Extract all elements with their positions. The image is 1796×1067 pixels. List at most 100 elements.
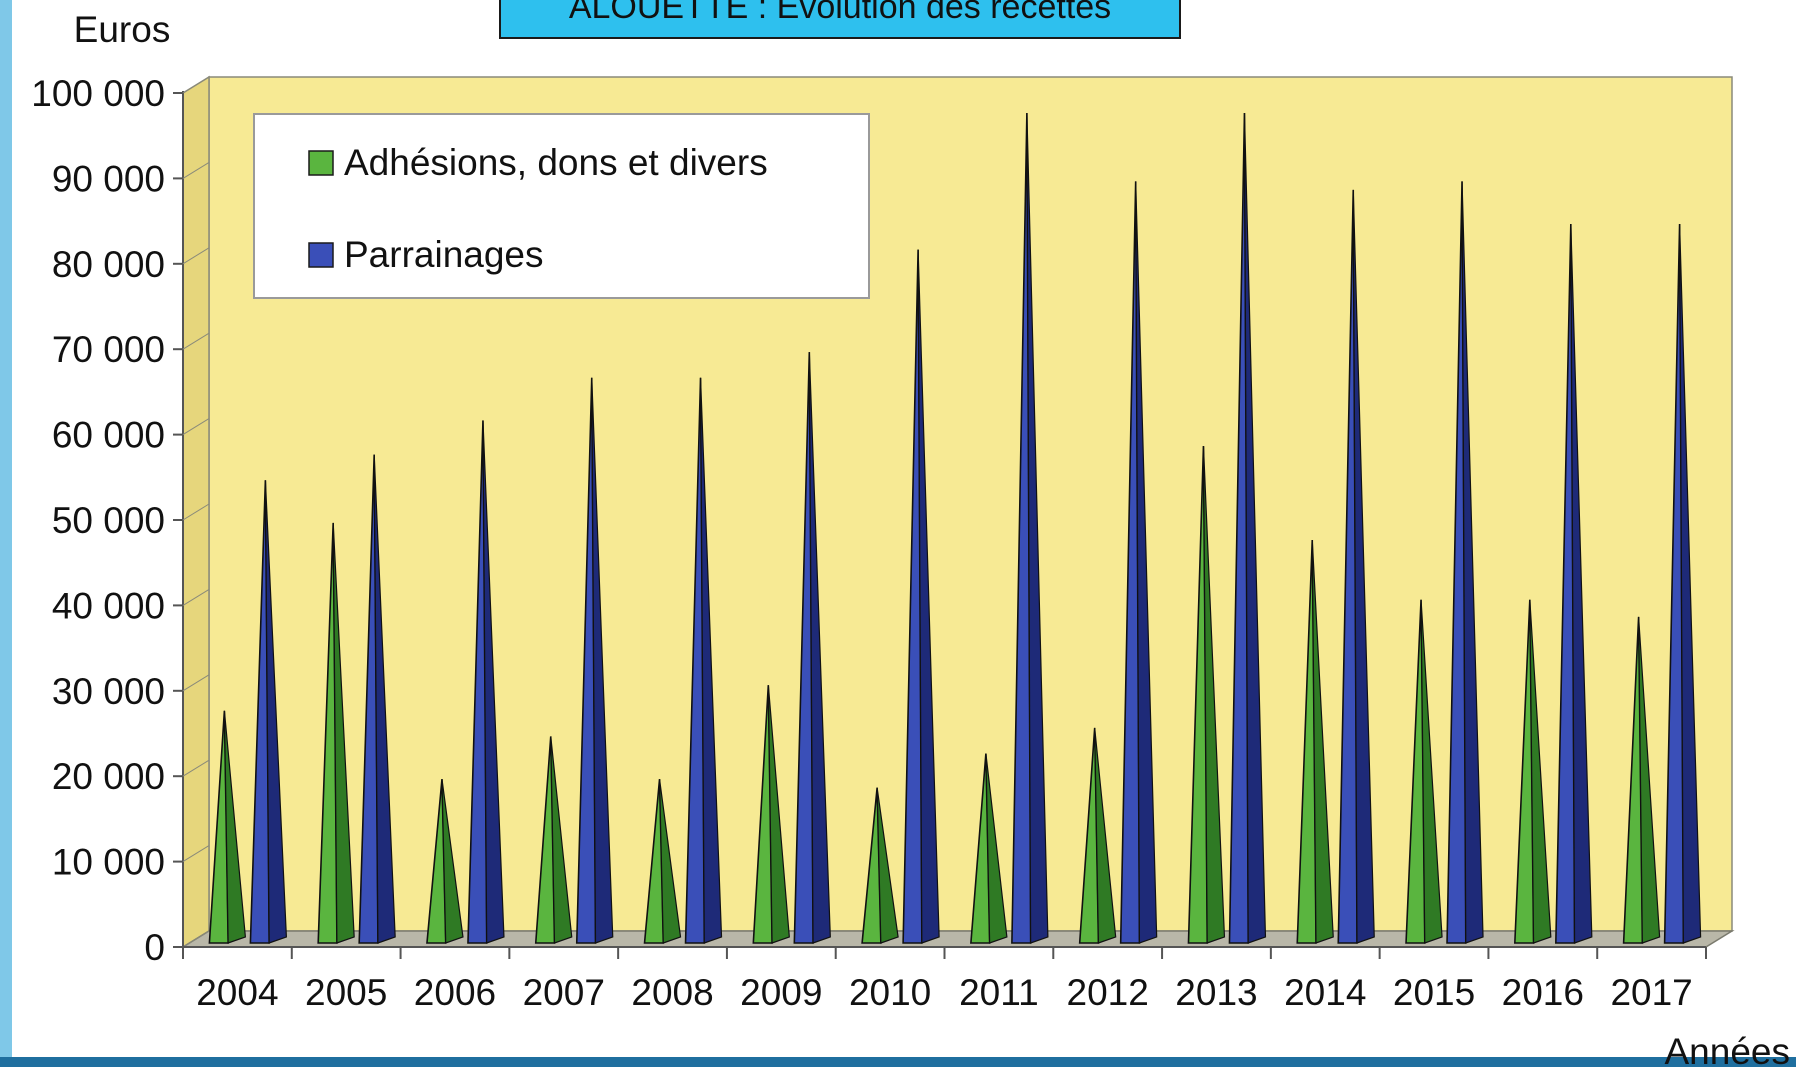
y-tick-label: 30 000 xyxy=(52,671,165,712)
y-tick-label: 10 000 xyxy=(52,842,165,883)
y-tick-label: 90 000 xyxy=(52,158,165,199)
bottom-accent-strip xyxy=(0,1057,1796,1067)
y-axis: 0 10 000 20 000 30 000 40 000 50 000 60 000 70 … xyxy=(31,73,210,968)
y-tick-label: 60 000 xyxy=(52,415,165,456)
bar-adhesions-shade xyxy=(985,753,1008,944)
bar-parrainages-shade xyxy=(591,377,614,944)
x-tick-label: 2017 xyxy=(1610,972,1692,1013)
legend-label-parrainages: Parrainages xyxy=(344,234,544,275)
x-tick-label: 2004 xyxy=(196,972,278,1013)
bar-adhesions xyxy=(1296,539,1334,944)
bars-layer xyxy=(208,113,1702,944)
y-tick-label: 100 000 xyxy=(31,73,165,114)
bar-adhesions xyxy=(317,522,355,944)
bar-adhesions-shade xyxy=(767,685,790,944)
chart-title-box xyxy=(499,0,1181,39)
y-tick-depth-line xyxy=(182,930,210,948)
bar-parrainages-shade xyxy=(373,454,396,944)
y-tick-label: 40 000 xyxy=(52,585,165,626)
bar-parrainages-shade xyxy=(808,352,831,944)
y-tick-depth-line xyxy=(182,76,210,94)
bar-adhesions-shade xyxy=(1094,727,1117,944)
bar-adhesions xyxy=(643,779,682,944)
bar-adhesions-shade xyxy=(550,736,573,944)
bar-parrainages-shade xyxy=(1026,113,1049,944)
x-tick-label: 2010 xyxy=(849,972,931,1013)
y-tick-label: 50 000 xyxy=(52,500,165,541)
legend-swatch-adhesions xyxy=(308,150,334,176)
x-tick-label: 2009 xyxy=(740,972,822,1013)
bar-parrainages xyxy=(467,420,505,944)
x-axis: 2004 2005 2006 2007 2008 2009 2010 2011 2012 2013… xyxy=(182,946,1707,1013)
x-tick-label: 2006 xyxy=(414,972,496,1013)
y-tick-depth-line xyxy=(182,503,210,521)
y-tick-depth-line xyxy=(182,247,210,265)
y-tick-label: 20 000 xyxy=(52,756,165,797)
bar-parrainages xyxy=(249,480,288,944)
bar-parrainages xyxy=(1337,189,1375,944)
plot-floor xyxy=(180,930,1735,948)
bar-parrainages-shade xyxy=(264,480,288,944)
legend-box xyxy=(253,113,870,299)
y-tick-depth-line xyxy=(182,161,210,179)
bar-parrainages xyxy=(1663,224,1702,944)
bar-parrainages-shade xyxy=(1135,181,1158,944)
bar-adhesions xyxy=(752,685,790,944)
bar-adhesions-shade xyxy=(1638,616,1661,944)
bar-parrainages-shade xyxy=(917,249,940,944)
legend-swatch-parrainages xyxy=(308,242,334,268)
x-tick-label: 2007 xyxy=(523,972,605,1013)
y-tick-depth-line xyxy=(182,588,210,606)
legend-label-adhesions: Adhésions, dons et divers xyxy=(344,142,768,183)
bar-parrainages xyxy=(575,377,614,944)
x-tick-label: 2016 xyxy=(1502,972,1584,1013)
x-tick-label: 2012 xyxy=(1067,972,1149,1013)
bar-parrainages xyxy=(1119,181,1158,944)
bar-parrainages xyxy=(902,249,940,944)
bar-adhesions xyxy=(1513,599,1552,944)
left-accent-strip xyxy=(0,0,12,1067)
x-tick-label: 2005 xyxy=(305,972,387,1013)
bar-parrainages-shade xyxy=(1352,189,1375,944)
y-tick-label: 0 xyxy=(144,927,165,968)
bar-parrainages-shade xyxy=(1461,181,1484,944)
x-tick-label: 2013 xyxy=(1175,972,1257,1013)
bar-parrainages xyxy=(793,352,831,944)
x-tick-label: 2011 xyxy=(959,972,1039,1013)
bar-adhesions xyxy=(1622,616,1661,944)
chart-title: ALOUETTE : Évolution des recettes xyxy=(569,0,1111,26)
y-tick-label: 80 000 xyxy=(52,244,165,285)
bar-adhesions-shade xyxy=(332,522,355,944)
bar-parrainages-shade xyxy=(1243,113,1267,944)
y-tick-depth-line xyxy=(182,759,210,777)
bar-adhesions-shade xyxy=(1529,599,1552,944)
y-tick-depth-line xyxy=(182,418,210,436)
y-tick-depth-line xyxy=(182,845,210,863)
bar-parrainages xyxy=(1228,113,1267,944)
bar-parrainages xyxy=(684,377,723,944)
bar-adhesions xyxy=(1078,727,1117,944)
bar-parrainages xyxy=(358,454,396,944)
bar-adhesions-shade xyxy=(1311,539,1334,944)
x-tick-label: 2014 xyxy=(1284,972,1366,1013)
legend: Adhésions, dons et divers Parrainages xyxy=(253,113,870,299)
bar-adhesions xyxy=(1187,446,1226,944)
bar-adhesions-shade xyxy=(1202,446,1226,944)
bar-adhesions xyxy=(534,736,573,944)
y-tick-label: 70 000 xyxy=(52,329,165,370)
bar-adhesions-shade xyxy=(876,787,899,944)
bar-parrainages-shade xyxy=(699,377,723,944)
y-tick-depth-line xyxy=(182,332,210,350)
bar-adhesions xyxy=(1405,599,1443,944)
legend-item-parrainages: Parrainages xyxy=(308,234,544,275)
bar-adhesions-shade xyxy=(223,710,247,944)
bar-adhesions xyxy=(426,779,464,944)
bar-adhesions xyxy=(970,753,1008,944)
x-tick-label: 2015 xyxy=(1393,972,1475,1013)
bar-parrainages-shade xyxy=(482,420,505,944)
y-axis-title: Euros xyxy=(74,9,171,50)
bar-adhesions xyxy=(208,710,247,944)
legend-item-adhesions: Adhésions, dons et divers xyxy=(308,142,768,183)
